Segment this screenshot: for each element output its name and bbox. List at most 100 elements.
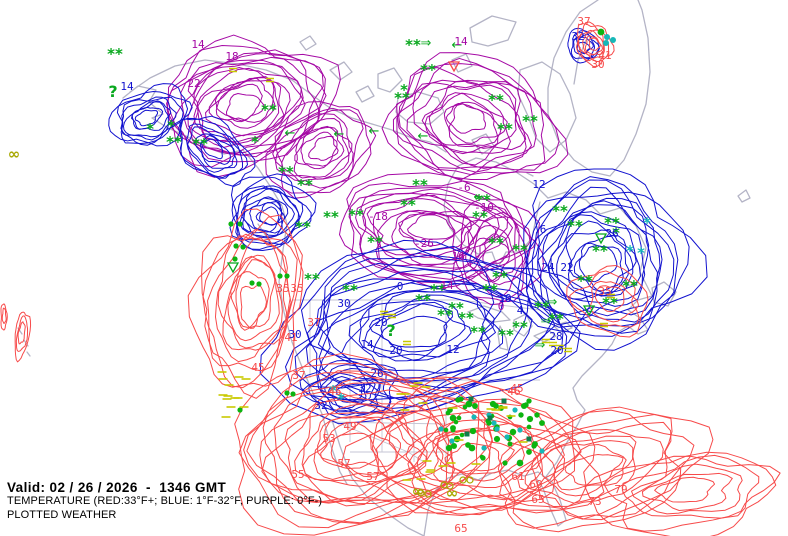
fog-symbol [380,310,388,316]
contour-field-blue [259,239,591,425]
snow-symbol: ** [448,299,464,317]
temperature-contour [230,259,276,328]
contour-value-label: 41 [284,331,297,344]
temperature-contour [14,311,32,363]
rain-dot-symbol [445,410,451,416]
contour-value-label: 12 [446,343,459,356]
fog-symbol [388,313,396,319]
snow-symbol: ** [437,306,453,324]
contour-value-label: 35 [290,282,303,295]
temperature-contour [621,454,760,519]
rain-dot-symbol [256,281,262,287]
temperature-contour [1,307,7,324]
mixed-precip-dot-symbol [604,34,610,40]
haze-symbol: ∞ [8,145,21,163]
wind-arrow-icon: ⇒ [535,338,546,353]
snow-symbol: ** [592,242,608,260]
temperature-contour [584,35,604,56]
rain-dot-symbol [453,419,459,425]
temperature-contour [436,430,515,474]
temperature-contour [193,67,302,148]
ice-pellet-symbol: * [637,244,645,262]
temperature-contour [372,301,472,358]
temperature-contour [566,265,649,338]
contour-value-label: -26 [414,237,434,250]
snow-symbol: ** [342,281,358,299]
temperature-contour [259,248,568,425]
heavy-rain-symbol [464,431,470,437]
temperature-contour [396,63,560,180]
contour-value-label: 37 [292,369,305,382]
rain-dot-symbol [502,460,508,466]
contour-value-label: 57 [366,470,379,483]
wind-arrow-icon: ← [474,190,485,205]
snow-symbol: ** [567,217,583,235]
snow-symbol: ** [430,281,446,299]
snow-symbol: ** [492,268,508,286]
temperature-contour [196,67,291,142]
rain-dot-symbol [516,459,524,467]
snow-symbol: ** [488,234,504,252]
temperature-contour [364,290,496,362]
contour-field-red [14,311,32,363]
contour-value-label: 45 [251,361,264,374]
contour-field-red [584,451,781,536]
contour-value-label: 55 [291,468,304,481]
contour-value-label: 35 [598,285,611,298]
wind-arrow-icon: ← [452,38,463,53]
contour-value-label: 45 [510,382,523,395]
contour-value-label: 18 [225,50,238,63]
temperature-contour [589,280,640,323]
temperature-contour [201,138,224,160]
wind-arrow-icon: ← [418,129,429,144]
temperature-contour [540,440,634,497]
fog-symbol [229,67,237,73]
rain-dot-symbol [290,391,296,397]
contour-value-label: 30 [288,328,301,341]
mixed-precip-dot-symbol [610,37,616,43]
temperature-contour [207,228,291,372]
temperature-contour [246,372,480,525]
temperature-contour [301,399,453,507]
snow-symbol: ** [420,61,436,79]
temperature-contour [603,455,781,532]
ice-pellet-symbol: * [329,382,337,400]
contour-value-label: 24 [541,261,555,274]
temperature-contour [537,186,663,316]
contour-value-label: 73 [588,495,601,508]
temperature-contour [272,109,364,189]
temperature-contour [193,133,236,169]
rain-dot-symbol [526,424,532,430]
mixed-precip-dot-symbol [504,434,510,440]
temperature-contour [348,294,495,374]
temperature-contour [368,303,453,348]
rain-dot-symbol [472,403,478,409]
temperature-contour [166,34,326,168]
contour-value-label: 6 [540,223,547,236]
temperature-contour [222,254,283,351]
temperature-contour [178,115,256,187]
temperature-contour [517,168,708,337]
temperature-contour [359,186,532,283]
rain-dot-symbol [249,280,255,286]
rain-dot-symbol [526,398,532,404]
rain-dot-symbol [237,221,243,227]
temperature-contour [569,270,640,328]
contour-value-label: 28 [549,330,562,343]
temperature-contour [421,92,499,149]
temperature-contour [338,180,516,290]
wind-arrow-icon: ⇒ [547,295,558,310]
contour-value-label: 30 [337,297,350,310]
contour-field-red [566,265,649,338]
rain-dot-symbol [468,444,476,452]
contour-value-label: 14 [360,338,374,351]
rain-dot-symbol [237,407,243,413]
mixed-precip-dot-symbol [471,414,477,420]
contour-value-label: 30 [591,58,604,71]
heavy-rain-symbol [487,415,493,421]
rain-dot-symbol [233,243,239,249]
mixed-precip-dot-symbol [449,438,455,444]
temperature-contour [205,79,285,137]
